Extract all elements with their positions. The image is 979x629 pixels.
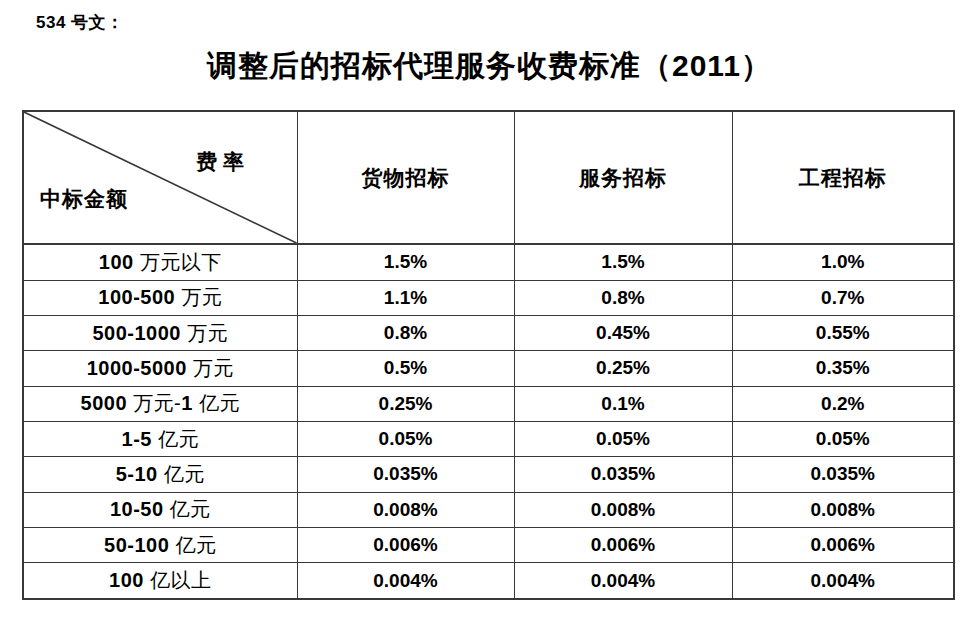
table-row: 10-50 亿元0.008%0.008%0.008% xyxy=(23,492,954,527)
amount-cell: 100-500 万元 xyxy=(23,280,297,315)
rate-cell: 0.004% xyxy=(297,563,514,599)
amount-cell: 1000-5000 万元 xyxy=(23,351,297,386)
amount-cell: 100 万元以下 xyxy=(23,244,297,280)
table-row: 1-5 亿元0.05%0.05%0.05% xyxy=(23,421,954,456)
rate-cell: 0.006% xyxy=(732,528,954,563)
rate-cell: 0.2% xyxy=(732,386,954,421)
rate-cell: 0.008% xyxy=(732,492,954,527)
rate-cell: 0.05% xyxy=(297,421,514,456)
rate-cell: 0.008% xyxy=(514,492,732,527)
diagonal-line xyxy=(24,112,297,243)
rate-cell: 0.45% xyxy=(514,315,732,350)
rate-cell: 1.5% xyxy=(297,244,514,280)
amount-cell: 500-1000 万元 xyxy=(23,315,297,350)
rate-cell: 0.035% xyxy=(732,457,954,492)
rate-cell: 1.5% xyxy=(514,244,732,280)
column-header-service-bidding: 服务招标 xyxy=(514,111,732,244)
rate-cell: 0.006% xyxy=(514,528,732,563)
fee-table-body: 100 万元以下1.5%1.5%1.0%100-500 万元1.1%0.8%0.… xyxy=(23,244,954,599)
rate-cell: 0.1% xyxy=(514,386,732,421)
amount-cell: 5-10 亿元 xyxy=(23,457,297,492)
table-row: 5-10 亿元0.035%0.035%0.035% xyxy=(23,457,954,492)
rate-cell: 0.55% xyxy=(732,315,954,350)
table-row: 100 亿以上0.004%0.004%0.004% xyxy=(23,563,954,599)
rate-cell: 0.004% xyxy=(514,563,732,599)
rate-cell: 0.7% xyxy=(732,280,954,315)
document-page: 534 号文： 调整后的招标代理服务收费标准（2011） 费率 中标金额 货物招… xyxy=(0,0,979,629)
table-row: 100 万元以下1.5%1.5%1.0% xyxy=(23,244,954,280)
column-header-goods-bidding: 货物招标 xyxy=(297,111,514,244)
rate-cell: 0.8% xyxy=(297,315,514,350)
rate-cell: 0.004% xyxy=(732,563,954,599)
rate-cell: 0.5% xyxy=(297,351,514,386)
page-title: 调整后的招标代理服务收费标准（2011） xyxy=(0,46,979,87)
table-row: 100-500 万元1.1%0.8%0.7% xyxy=(23,280,954,315)
rate-cell: 0.006% xyxy=(297,528,514,563)
rate-cell: 0.05% xyxy=(514,421,732,456)
rate-cell: 0.008% xyxy=(297,492,514,527)
corner-label-rate: 费率 xyxy=(196,148,250,176)
table-row: 500-1000 万元0.8%0.45%0.55% xyxy=(23,315,954,350)
rate-cell: 0.25% xyxy=(297,386,514,421)
column-header-engineering-bidding: 工程招标 xyxy=(732,111,954,244)
amount-cell: 1-5 亿元 xyxy=(23,421,297,456)
fee-table: 费率 中标金额 货物招标 服务招标 工程招标 100 万元以下1.5%1.5%1… xyxy=(22,110,955,600)
amount-cell: 10-50 亿元 xyxy=(23,492,297,527)
rate-cell: 1.0% xyxy=(732,244,954,280)
rate-cell: 0.8% xyxy=(514,280,732,315)
rate-cell: 0.035% xyxy=(297,457,514,492)
amount-cell: 100 亿以上 xyxy=(23,563,297,599)
rate-cell: 0.35% xyxy=(732,351,954,386)
rate-cell: 0.25% xyxy=(514,351,732,386)
amount-cell: 5000 万元-1 亿元 xyxy=(23,386,297,421)
corner-header-cell: 费率 中标金额 xyxy=(23,111,297,244)
amount-cell: 50-100 亿元 xyxy=(23,528,297,563)
table-row: 50-100 亿元0.006%0.006%0.006% xyxy=(23,528,954,563)
table-header-row: 费率 中标金额 货物招标 服务招标 工程招标 xyxy=(23,111,954,244)
table-row: 5000 万元-1 亿元0.25%0.1%0.2% xyxy=(23,386,954,421)
rate-cell: 0.05% xyxy=(732,421,954,456)
doc-number-label: 534 号文： xyxy=(36,11,124,34)
rate-cell: 1.1% xyxy=(297,280,514,315)
table-row: 1000-5000 万元0.5%0.25%0.35% xyxy=(23,351,954,386)
corner-label-amount: 中标金额 xyxy=(40,185,128,213)
rate-cell: 0.035% xyxy=(514,457,732,492)
